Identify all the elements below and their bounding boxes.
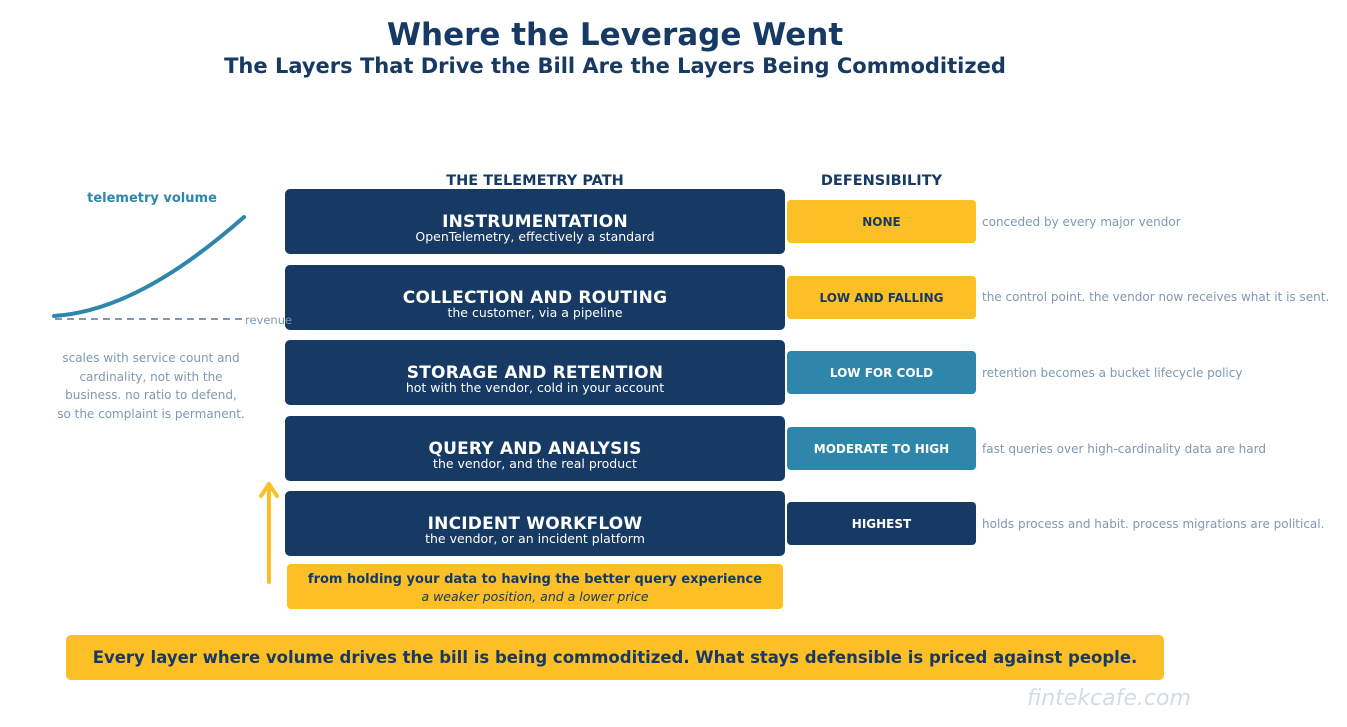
layer-query-analysis: QUERY AND ANALYSIS the vendor, and the r…	[285, 416, 785, 481]
note-storage-retention: retention becomes a bucket lifecycle pol…	[982, 366, 1243, 380]
revenue-label: revenue	[245, 313, 293, 327]
note-instrumentation: conceded by every major vendor	[982, 215, 1181, 229]
explanation-line: scales with service count and	[62, 351, 240, 365]
explanation-line: business. no ratio to defend,	[65, 388, 237, 402]
layer-name: INCIDENT WORKFLOW	[427, 514, 643, 534]
note-collection-routing: the control point. the vendor now receiv…	[982, 290, 1330, 304]
shift-main-text: from holding your data to having the bet…	[307, 572, 763, 587]
page-subtitle: The Layers That Drive the Bill Are the L…	[224, 54, 1006, 78]
volume-explanation: scales with service count and cardinalit…	[40, 349, 262, 423]
layer-incident-workflow: INCIDENT WORKFLOW the vendor, or an inci…	[285, 491, 785, 556]
up-arrow-icon	[259, 482, 279, 584]
column-header-telemetry-path: THE TELEMETRY PATH	[446, 173, 624, 189]
layer-description: hot with the vendor, cold in your accoun…	[405, 380, 665, 395]
explanation-line: so the complaint is permanent.	[57, 406, 245, 421]
defensibility-badge-collection-routing: LOW AND FALLING	[787, 276, 976, 319]
explanation-line: cardinality, not with the	[79, 369, 223, 384]
layer-name: INSTRUMENTATION	[442, 212, 628, 232]
note-query-analysis: fast queries over high-cardinality data …	[982, 442, 1266, 456]
defensibility-badge-query-analysis: MODERATE TO HIGH	[787, 427, 976, 470]
defensibility-badge-storage-retention: LOW FOR COLD	[787, 351, 976, 394]
layer-description: the vendor, or an incident platform	[425, 531, 645, 546]
leverage-shift-callout: from holding your data to having the bet…	[287, 564, 783, 609]
layer-name: COLLECTION AND ROUTING	[402, 288, 668, 308]
layer-instrumentation: INSTRUMENTATION OpenTelemetry, effective…	[285, 189, 785, 254]
layer-storage-retention: STORAGE AND RETENTION hot with the vendo…	[285, 340, 785, 405]
layer-name: QUERY AND ANALYSIS	[428, 439, 642, 459]
defensibility-badge-incident-workflow: HIGHEST	[787, 502, 976, 545]
watermark: fintekcafe.com	[1027, 686, 1191, 711]
layer-description: the customer, via a pipeline	[447, 305, 623, 320]
shift-sub-text: a weaker position, and a lower price	[421, 589, 649, 604]
conclusion-banner: Every layer where volume drives the bill…	[66, 635, 1164, 680]
volume-vs-revenue-sketch	[52, 215, 246, 320]
defensibility-badge-instrumentation: NONE	[787, 200, 976, 243]
note-incident-workflow: holds process and habit. process migrati…	[982, 517, 1325, 531]
layer-description: the vendor, and the real product	[433, 456, 637, 471]
layer-name: STORAGE AND RETENTION	[406, 363, 664, 383]
layer-collection-routing: COLLECTION AND ROUTING the customer, via…	[285, 265, 785, 330]
telemetry-volume-label: telemetry volume	[87, 191, 217, 206]
page-title: Where the Leverage Went	[386, 17, 844, 53]
telemetry-volume-curve	[52, 215, 246, 318]
layer-description: OpenTelemetry, effectively a standard	[415, 229, 655, 244]
column-header-defensibility: DEFENSIBILITY	[820, 173, 943, 189]
